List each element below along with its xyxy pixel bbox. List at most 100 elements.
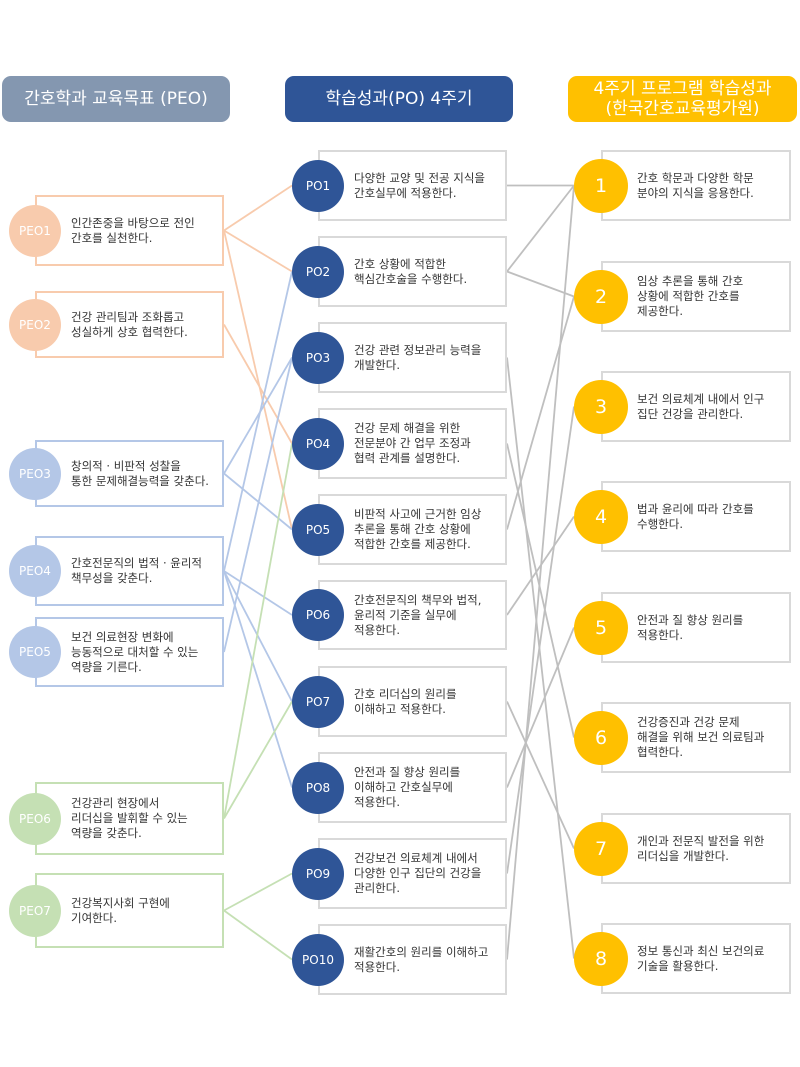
- peo-badge-peo7: PEO7: [9, 884, 61, 937]
- peo-badge-peo6: PEO6: [9, 792, 61, 845]
- po-text: 안전과 질 향상 원리를 이해하고 간호실무에 적용한다.: [354, 765, 461, 809]
- outcome-box-7: 개인과 전문직 발전을 위한 리더십을 개발한다.: [601, 813, 791, 884]
- link-peo7-po10: [223, 909, 293, 961]
- po-text: 건강 문제 해결을 위한 전문분야 간 업무 조정과 협력 관계를 설명한다.: [354, 421, 471, 465]
- outcome-box-8: 정보 통신과 최신 보건의료 기술을 활용한다.: [601, 923, 791, 994]
- link-po10-outcome-1: [506, 185, 575, 960]
- outcome-badge-2: 2: [574, 269, 628, 324]
- peo-text: 창의적 · 비판적 성찰을 통한 문제해결능력을 갖춘다.: [71, 458, 209, 488]
- outcome-badge-6: 6: [574, 710, 628, 765]
- peo-header-label: 간호학과 교육목표 (PEO): [24, 89, 208, 109]
- outcome-text: 법과 윤리에 따라 간호를 수행한다.: [637, 501, 754, 531]
- po-badge-po5: PO5: [292, 503, 344, 556]
- po-text: 간호전문직의 책무와 법적, 윤리적 기준을 실무에 적용한다.: [354, 592, 482, 637]
- link-peo4-po6: [223, 570, 293, 616]
- po-text: 재활간호의 원리를 이해하고 적용한다.: [354, 944, 489, 974]
- outcome-text: 보건 의료체계 내에서 인구 집단 건강을 관리한다.: [637, 391, 765, 421]
- po-badge-po10: PO10: [292, 933, 344, 986]
- outcome-text: 간호 학문과 다양한 학문 분야의 지식을 응용한다.: [637, 170, 754, 200]
- link-po5-outcome-2: [506, 296, 575, 530]
- peo-text: 건강 관리팀과 조화롭고 성실하게 상호 협력한다.: [71, 309, 188, 339]
- link-peo6-po4: [223, 443, 293, 819]
- outcome-box-4: 법과 윤리에 따라 간호를 수행한다.: [601, 481, 791, 552]
- po-badge-po9: PO9: [292, 847, 344, 900]
- outcome-text: 안전과 질 향상 원리를 적용한다.: [637, 612, 744, 642]
- peo-badge-peo2: PEO2: [9, 298, 61, 351]
- peo-box-peo6: 건강관리 현장에서 리더십을 발휘할 수 있는 역량을 갖춘다.: [35, 782, 224, 855]
- link-peo4-po2: [223, 271, 293, 572]
- peo-text: 건강복지사회 구현에 기여한다.: [71, 895, 170, 925]
- link-po2-outcome-2: [506, 270, 575, 298]
- peo-box-peo2: 건강 관리팀과 조화롭고 성실하게 상호 협력한다.: [35, 291, 224, 358]
- outcome-text: 건강증진과 건강 문제 해결을 위해 보건 의료팀과 협력한다.: [637, 715, 765, 759]
- po-box-po8: 안전과 질 향상 원리를 이해하고 간호실무에 적용한다.: [318, 752, 507, 823]
- po-header: 학습성과(PO) 4주기: [285, 76, 513, 122]
- link-po4-outcome-6: [506, 443, 575, 738]
- po-badge-po3: PO3: [292, 331, 344, 384]
- link-peo1-po1: [223, 184, 293, 232]
- po-text: 간호 상황에 적합한 핵심간호술을 수행한다.: [354, 256, 468, 286]
- po-box-po4: 건강 문제 해결을 위한 전문분야 간 업무 조정과 협력 관계를 설명한다.: [318, 408, 507, 479]
- outcome-badge-5: 5: [574, 600, 628, 655]
- link-peo4-po8: [223, 570, 293, 788]
- outcome-badge-1: 1: [574, 158, 628, 213]
- po-box-po7: 간호 리더십의 원리를 이해하고 적용한다.: [318, 666, 507, 737]
- po-box-po1: 다양한 교양 및 전공 지식을 간호실무에 적용한다.: [318, 150, 507, 221]
- po-box-po10: 재활간호의 원리를 이해하고 적용한다.: [318, 924, 507, 995]
- link-po7-outcome-7: [506, 701, 575, 849]
- outcome-box-6: 건강증진과 건강 문제 해결을 위해 보건 의료팀과 협력한다.: [601, 702, 791, 773]
- link-peo3-po3: [223, 357, 293, 474]
- peo-box-peo7: 건강복지사회 구현에 기여한다.: [35, 873, 224, 948]
- po-text: 간호 리더십의 원리를 이해하고 적용한다.: [354, 686, 457, 716]
- po-badge-po2: PO2: [292, 245, 344, 298]
- po-header-label: 학습성과(PO) 4주기: [325, 89, 473, 109]
- link-peo7-po9: [223, 872, 293, 912]
- outcome-text: 임상 추론을 통해 간호 상황에 적합한 간호를 제공한다.: [637, 274, 744, 318]
- po-text: 비판적 사고에 근거한 임상 추론을 통해 간호 상황에 적합한 간호를 제공한…: [354, 507, 482, 551]
- po-box-po2: 간호 상황에 적합한 핵심간호술을 수행한다.: [318, 236, 507, 307]
- peo-badge-peo3: PEO3: [9, 447, 61, 500]
- po-badge-po1: PO1: [292, 159, 344, 212]
- po-box-po6: 간호전문직의 책무와 법적, 윤리적 기준을 실무에 적용한다.: [318, 580, 507, 650]
- outcome-header: 4주기 프로그램 학습성과 (한국간호교육평가원): [568, 76, 797, 122]
- outcome-text: 개인과 전문직 발전을 위한 리더십을 개발한다.: [637, 833, 765, 863]
- peo-box-peo1: 인간존중을 바탕으로 전인 간호를 실천한다.: [35, 195, 224, 266]
- peo-text: 건강관리 현장에서 리더십을 발휘할 수 있는 역량을 갖춘다.: [71, 796, 188, 840]
- link-po8-outcome-5: [506, 627, 575, 788]
- po-badge-po7: PO7: [292, 675, 344, 728]
- po-box-po9: 건강보건 의료체계 내에서 다양한 인구 집단의 건강을 관리한다.: [318, 838, 507, 909]
- outcome-badge-3: 3: [574, 379, 628, 434]
- link-po9-outcome-3: [506, 406, 575, 874]
- link-peo1-po5: [223, 230, 293, 530]
- po-badge-po8: PO8: [292, 761, 344, 814]
- outcome-badge-7: 7: [574, 821, 628, 876]
- peo-box-peo4: 간호전문직의 법적 · 윤리적 책무성을 갖춘다.: [35, 536, 224, 606]
- peo-text: 간호전문직의 법적 · 윤리적 책무성을 갖춘다.: [71, 556, 203, 585]
- peo-box-peo3: 창의적 · 비판적 성찰을 통한 문제해결능력을 갖춘다.: [35, 440, 224, 507]
- link-peo1-po2: [223, 229, 293, 273]
- peo-badge-peo1: PEO1: [9, 204, 61, 257]
- link-peo4-po7: [223, 570, 293, 702]
- po-box-po3: 건강 관련 정보관리 능력을 개발한다.: [318, 322, 507, 393]
- po-text: 다양한 교양 및 전공 지식을 간호실무에 적용한다.: [354, 170, 486, 200]
- peo-badge-peo5: PEO5: [9, 626, 61, 678]
- link-peo2-po4: [223, 324, 293, 444]
- outcome-header-line2: (한국간호교육평가원): [605, 99, 760, 119]
- po-badge-po4: PO4: [292, 417, 344, 470]
- outcome-box-3: 보건 의료체계 내에서 인구 집단 건강을 관리한다.: [601, 371, 791, 442]
- outcome-badge-4: 4: [574, 489, 628, 544]
- peo-header: 간호학과 교육목표 (PEO): [2, 76, 230, 122]
- link-po3-outcome-8: [506, 357, 575, 959]
- po-text: 건강보건 의료체계 내에서 다양한 인구 집단의 건강을 관리한다.: [354, 851, 482, 895]
- peo-text: 보건 의료현장 변화에 능동적으로 대처할 수 있는 역량을 기른다.: [71, 629, 199, 674]
- po-text: 건강 관련 정보관리 능력을 개발한다.: [354, 342, 482, 372]
- link-po2-outcome-1: [506, 184, 575, 273]
- link-peo6-po7: [223, 701, 293, 819]
- po-box-po5: 비판적 사고에 근거한 임상 추론을 통해 간호 상황에 적합한 간호를 제공한…: [318, 494, 507, 565]
- outcome-box-2: 임상 추론을 통해 간호 상황에 적합한 간호를 제공한다.: [601, 261, 791, 332]
- peo-badge-peo4: PEO4: [9, 545, 61, 597]
- peo-box-peo5: 보건 의료현장 변화에 능동적으로 대처할 수 있는 역량을 기른다.: [35, 617, 224, 687]
- outcome-header-line1: 4주기 프로그램 학습성과: [593, 79, 772, 99]
- po-badge-po6: PO6: [292, 589, 344, 641]
